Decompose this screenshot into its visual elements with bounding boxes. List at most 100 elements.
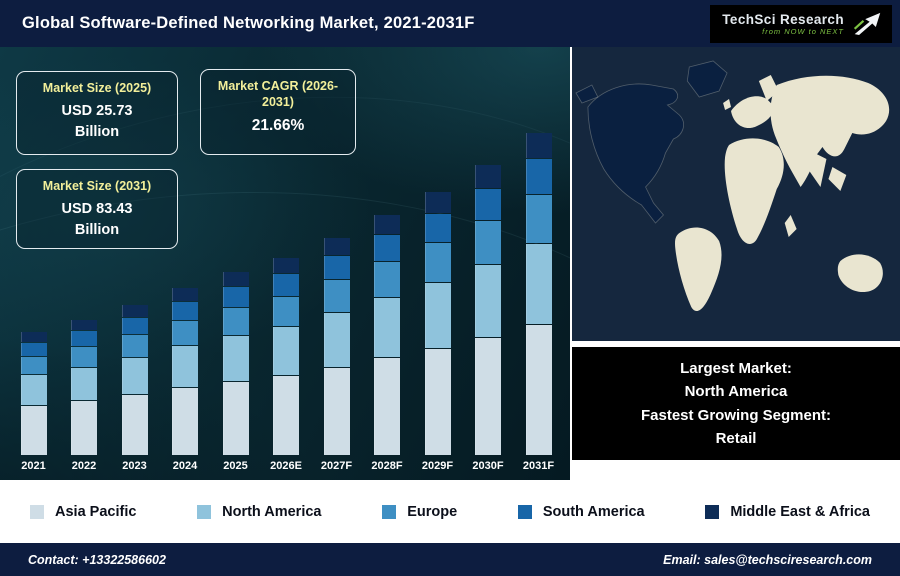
market-size-2031-card: Market Size (2031) USD 83.43 Billion xyxy=(16,169,178,249)
map-southeast-asia xyxy=(828,167,847,191)
bar-year-label: 2021 xyxy=(21,460,46,472)
main-content: Market Size (2025) USD 25.73 Billion Mar… xyxy=(0,47,900,480)
segment-middle-east-africa xyxy=(273,258,299,274)
bar-year-label: 2028F xyxy=(371,460,403,472)
segment-north-america xyxy=(273,326,299,375)
annotation-line: Fastest Growing Segment: xyxy=(640,406,832,424)
segment-asia-pacific xyxy=(323,367,350,455)
arrow-icon xyxy=(853,12,881,35)
bar-column-2030F: 2030F xyxy=(465,165,512,474)
segment-europe xyxy=(172,320,198,346)
logo-tagline: from NOW to NEXT xyxy=(762,26,844,36)
map-north-america xyxy=(587,83,684,224)
market-size-2025-card: Market Size (2025) USD 25.73 Billion xyxy=(16,71,178,155)
card-title: Market Size (2025) xyxy=(42,81,152,95)
stacked-bar-2030F xyxy=(475,165,501,455)
legend-item-asia-pacific: Asia Pacific xyxy=(30,504,136,520)
segment-middle-east-africa xyxy=(121,304,148,317)
segment-asia-pacific xyxy=(374,358,400,455)
legend-label: Europe xyxy=(407,503,458,520)
stacked-bar-2021 xyxy=(20,332,47,455)
card-value: USD 83.43 Billion xyxy=(23,199,171,243)
segment-europe xyxy=(525,195,552,244)
segment-europe xyxy=(273,296,299,326)
map-south-america xyxy=(675,227,722,312)
legend-swatch xyxy=(705,504,720,519)
bar-chart: 2021 2022 2023 2024 2025 2026E 2027F 2028F 2029F… xyxy=(10,133,562,474)
legend-item-middle-east-africa: Middle East & Africa xyxy=(705,504,870,520)
legend-label: South America xyxy=(542,503,645,520)
card-value-line2: Billion xyxy=(74,222,120,239)
bar-column-2029F: 2029F xyxy=(414,192,461,474)
legend-label: Middle East & Africa xyxy=(730,503,870,520)
footer-email: Email: sales@techsciresearch.com xyxy=(663,552,872,567)
logo-text: TechSci Research from NOW to NEXT xyxy=(722,12,844,36)
segment-north-america xyxy=(424,283,451,348)
bar-column-2021: 2021 xyxy=(10,332,57,474)
map-uk xyxy=(723,99,732,110)
segment-asia-pacific xyxy=(424,348,451,455)
legend-swatch xyxy=(382,504,397,519)
segment-south-america xyxy=(374,234,400,261)
chart-panel: Market Size (2025) USD 25.73 Billion Mar… xyxy=(0,47,570,480)
segment-middle-east-africa xyxy=(475,165,501,188)
stacked-bar-2029F xyxy=(424,192,451,455)
segment-europe xyxy=(20,356,47,375)
legend-label: North America xyxy=(222,503,322,520)
segment-middle-east-africa xyxy=(222,272,249,287)
market-cagr-card: Market CAGR (2026-2031) 21.66% xyxy=(200,69,356,155)
segment-north-america xyxy=(374,298,400,358)
stacked-bar-2027F xyxy=(323,237,350,455)
segment-south-america xyxy=(525,159,552,195)
map-madagascar xyxy=(784,215,797,237)
legend-swatch xyxy=(517,504,532,519)
bar-year-label: 2022 xyxy=(71,460,97,472)
footer-contact: Contact: +13322586602 xyxy=(28,552,166,567)
legend: Asia Pacific North America Europe South Ame… xyxy=(0,480,900,543)
segment-south-america xyxy=(222,287,249,308)
segment-north-america xyxy=(323,313,350,367)
map-australia xyxy=(837,254,883,293)
map-asia xyxy=(770,75,890,187)
card-title: Market Size (2031) xyxy=(42,179,152,193)
segment-south-america xyxy=(121,317,148,334)
annotation-line: Largest Market: xyxy=(680,360,792,377)
segment-south-america xyxy=(172,302,198,320)
annotation-line: Retail xyxy=(715,429,757,447)
segment-asia-pacific xyxy=(71,401,97,455)
segment-south-america xyxy=(424,213,451,243)
bar-column-2024: 2024 xyxy=(162,287,209,474)
annotation-line: North America xyxy=(684,383,788,401)
segment-north-america xyxy=(172,346,198,388)
segment-north-america xyxy=(525,244,552,324)
segment-middle-east-africa xyxy=(525,133,552,159)
bar-year-label: 2025 xyxy=(223,460,248,472)
bar-year-label: 2031F xyxy=(522,460,555,472)
segment-europe xyxy=(222,308,249,335)
segment-north-america xyxy=(121,357,148,395)
segment-middle-east-africa xyxy=(323,237,350,256)
map-africa xyxy=(724,138,784,244)
stacked-bar-2025 xyxy=(222,272,249,455)
segment-middle-east-africa xyxy=(172,287,198,302)
bar-year-label: 2030F xyxy=(472,460,504,472)
stacked-bar-2031F xyxy=(525,133,552,455)
right-panel: Largest Market: North America Fastest Gr… xyxy=(570,47,900,480)
bar-column-2027F: 2027F xyxy=(313,237,360,474)
techsci-logo: TechSci Research from NOW to NEXT xyxy=(710,4,892,43)
segment-south-america xyxy=(475,188,501,221)
segment-south-america xyxy=(273,274,299,296)
world-map-svg xyxy=(572,47,900,341)
map-india xyxy=(806,151,827,187)
segment-europe xyxy=(121,334,148,357)
map-alaska xyxy=(575,84,599,104)
segment-europe xyxy=(374,261,400,298)
segment-south-america xyxy=(71,331,97,346)
legend-item-europe: Europe xyxy=(382,504,457,520)
segment-asia-pacific xyxy=(273,375,299,455)
segment-asia-pacific xyxy=(172,388,198,455)
segment-europe xyxy=(424,243,451,283)
stacked-bar-2022 xyxy=(71,320,97,455)
segment-middle-east-africa xyxy=(374,215,400,234)
bar-year-label: 2024 xyxy=(172,460,198,472)
